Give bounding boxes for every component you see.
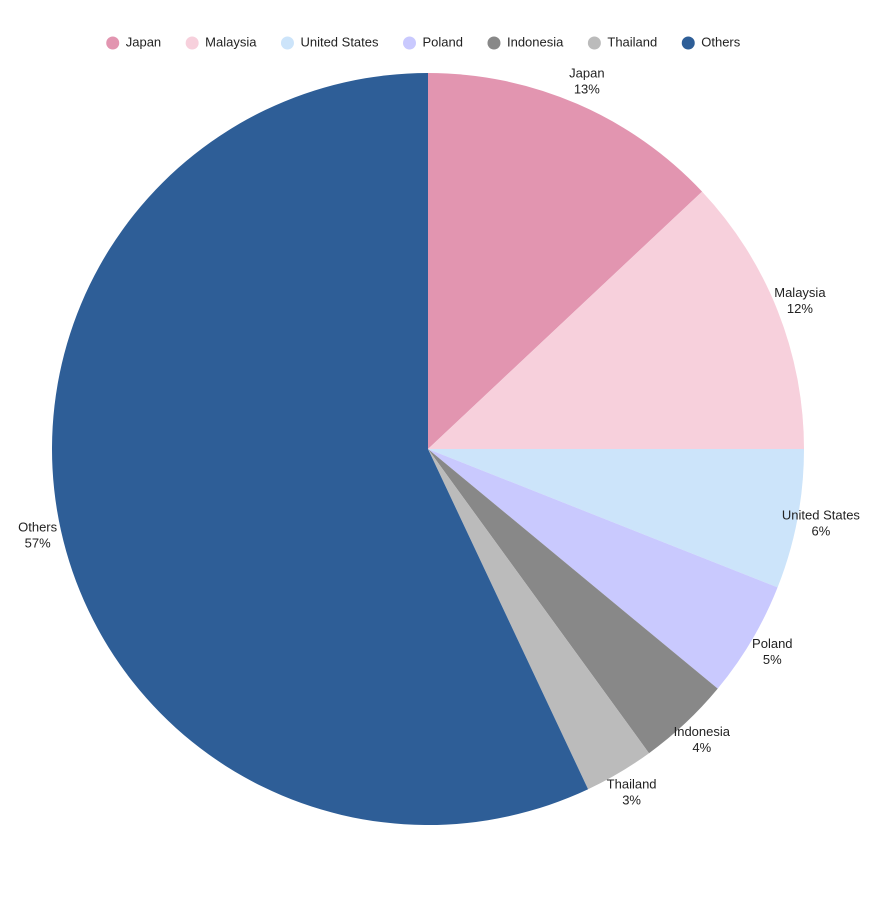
slice-label: Thailand — [607, 777, 657, 792]
slice-value-label: 4% — [692, 740, 711, 755]
legend: Japan Malaysia United States Poland Indonesi… — [106, 34, 741, 50]
slice-value-label: 6% — [812, 523, 831, 538]
legend-marker — [587, 36, 601, 50]
legend-label: United States — [300, 34, 379, 49]
slice-value-label: 12% — [787, 301, 813, 316]
slice-label: Japan — [569, 65, 604, 80]
legend-marker — [403, 36, 416, 50]
slice-value-label: 13% — [574, 81, 600, 96]
pie-slice — [428, 191, 804, 449]
pie-slice — [428, 449, 718, 754]
legend-label: Indonesia — [507, 34, 564, 49]
legend-label: Japan — [126, 34, 161, 49]
slice-value-label: 5% — [763, 652, 782, 667]
legend-label: Malaysia — [205, 34, 257, 49]
legend-label: Others — [701, 34, 741, 49]
legend-marker — [280, 36, 294, 50]
slice-value-label: 3% — [622, 793, 641, 808]
legend-marker — [681, 36, 695, 50]
legend-label: Poland — [423, 34, 463, 49]
legend-marker — [106, 36, 120, 50]
pie-slice — [428, 449, 778, 689]
legend-marker — [185, 36, 199, 50]
slice-label: Poland — [752, 636, 792, 651]
slice-label: Malaysia — [774, 285, 826, 300]
pie-slice — [428, 449, 804, 588]
pie-slice — [51, 73, 589, 825]
legend-marker — [487, 36, 501, 50]
pie-slice — [428, 73, 703, 449]
pie-slice — [428, 449, 650, 790]
legend-label: Thailand — [607, 34, 657, 49]
slice-label: United States — [782, 507, 861, 522]
slice-value-label: 57% — [25, 536, 51, 551]
slice-label: Indonesia — [674, 724, 731, 739]
slice-label: Others — [18, 520, 58, 535]
